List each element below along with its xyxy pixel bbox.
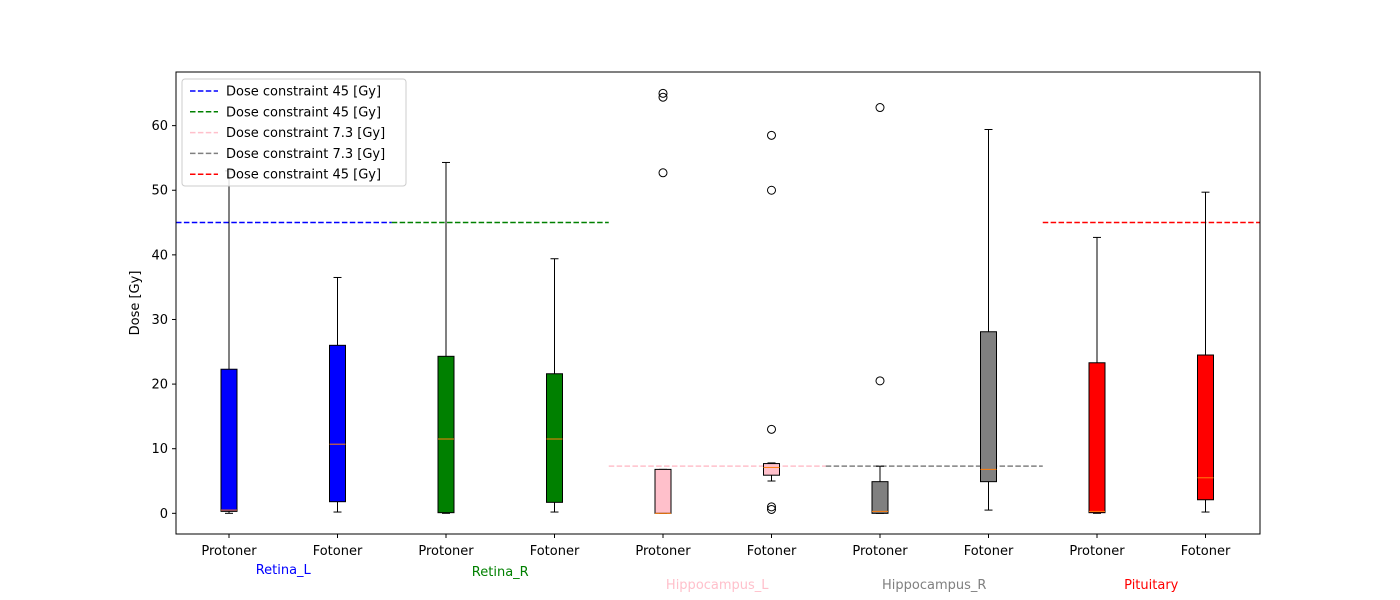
outlier-point xyxy=(875,376,885,386)
y-tick-label: 30 xyxy=(151,313,168,328)
x-tick-label: Protoner xyxy=(635,544,691,559)
plot-marks xyxy=(176,88,1260,514)
box xyxy=(654,468,672,514)
x-tick-label: Fotoner xyxy=(313,544,363,559)
legend-label: Dose constraint 45 [Gy] xyxy=(226,168,381,183)
y-tick-label: 10 xyxy=(151,442,168,457)
plot-frame xyxy=(175,71,1261,535)
group-label: Hippocampus_R xyxy=(882,578,986,593)
group-label: Retina_L xyxy=(256,563,312,578)
box xyxy=(1197,354,1214,501)
outlier-point xyxy=(767,130,776,140)
outlier-point xyxy=(658,88,668,98)
box xyxy=(220,368,238,512)
group-label: Retina_R xyxy=(472,565,529,580)
x-tick-label: Protoner xyxy=(201,544,257,559)
group-label: Hippocampus_L xyxy=(666,578,769,593)
outlier-point xyxy=(767,185,776,195)
outlier-point xyxy=(767,504,776,514)
x-tick-label: Fotoner xyxy=(747,544,797,559)
box xyxy=(1088,362,1106,514)
x-tick-label: Fotoner xyxy=(1181,544,1231,559)
outlier-point xyxy=(875,103,885,113)
legend-label: Dose constraint 45 [Gy] xyxy=(226,85,381,100)
x-tick-label: Protoner xyxy=(852,544,908,559)
outlier-point xyxy=(658,168,668,178)
axes: 0 10 20 30 40 50 60 Protoner Fotoner Protoner Foto… xyxy=(151,71,1261,593)
y-tick-label: 0 xyxy=(160,507,168,522)
legend-label: Dose constraint 45 [Gy] xyxy=(226,105,381,120)
legend-frame xyxy=(181,78,407,187)
box xyxy=(329,344,346,503)
y-tick-label: 50 xyxy=(151,184,168,199)
x-tick-label: Protoner xyxy=(418,544,474,559)
legend-label: Dose constraint 7.3 [Gy] xyxy=(226,147,385,162)
y-axis-label: Dose [Gy] xyxy=(128,271,143,336)
x-tick-label: Fotoner xyxy=(530,544,580,559)
box xyxy=(871,481,889,514)
box xyxy=(763,463,780,476)
x-tick-label: Protoner xyxy=(1069,544,1125,559)
y-tick-label: 20 xyxy=(151,378,168,393)
box xyxy=(546,373,563,503)
x-tick-label: Fotoner xyxy=(964,544,1014,559)
outlier-point xyxy=(767,502,776,512)
y-tick-label: 60 xyxy=(151,119,168,134)
box xyxy=(437,355,455,514)
box xyxy=(980,331,997,483)
group-label: Pituitary xyxy=(1124,578,1179,593)
legend-label: Dose constraint 7.3 [Gy] xyxy=(226,126,385,141)
y-tick-label: 40 xyxy=(151,248,168,263)
legend: Dose constraint 45 [Gy] Dose constraint 4… xyxy=(181,78,407,187)
outlier-point xyxy=(658,92,668,102)
outlier-point xyxy=(767,424,776,434)
